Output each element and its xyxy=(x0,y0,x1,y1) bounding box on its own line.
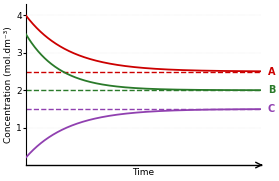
Text: B: B xyxy=(268,85,275,95)
Text: A: A xyxy=(268,66,275,77)
Y-axis label: Concentration (mol.dm⁻³): Concentration (mol.dm⁻³) xyxy=(4,26,13,143)
Text: C: C xyxy=(268,104,275,114)
X-axis label: Time: Time xyxy=(132,168,154,177)
